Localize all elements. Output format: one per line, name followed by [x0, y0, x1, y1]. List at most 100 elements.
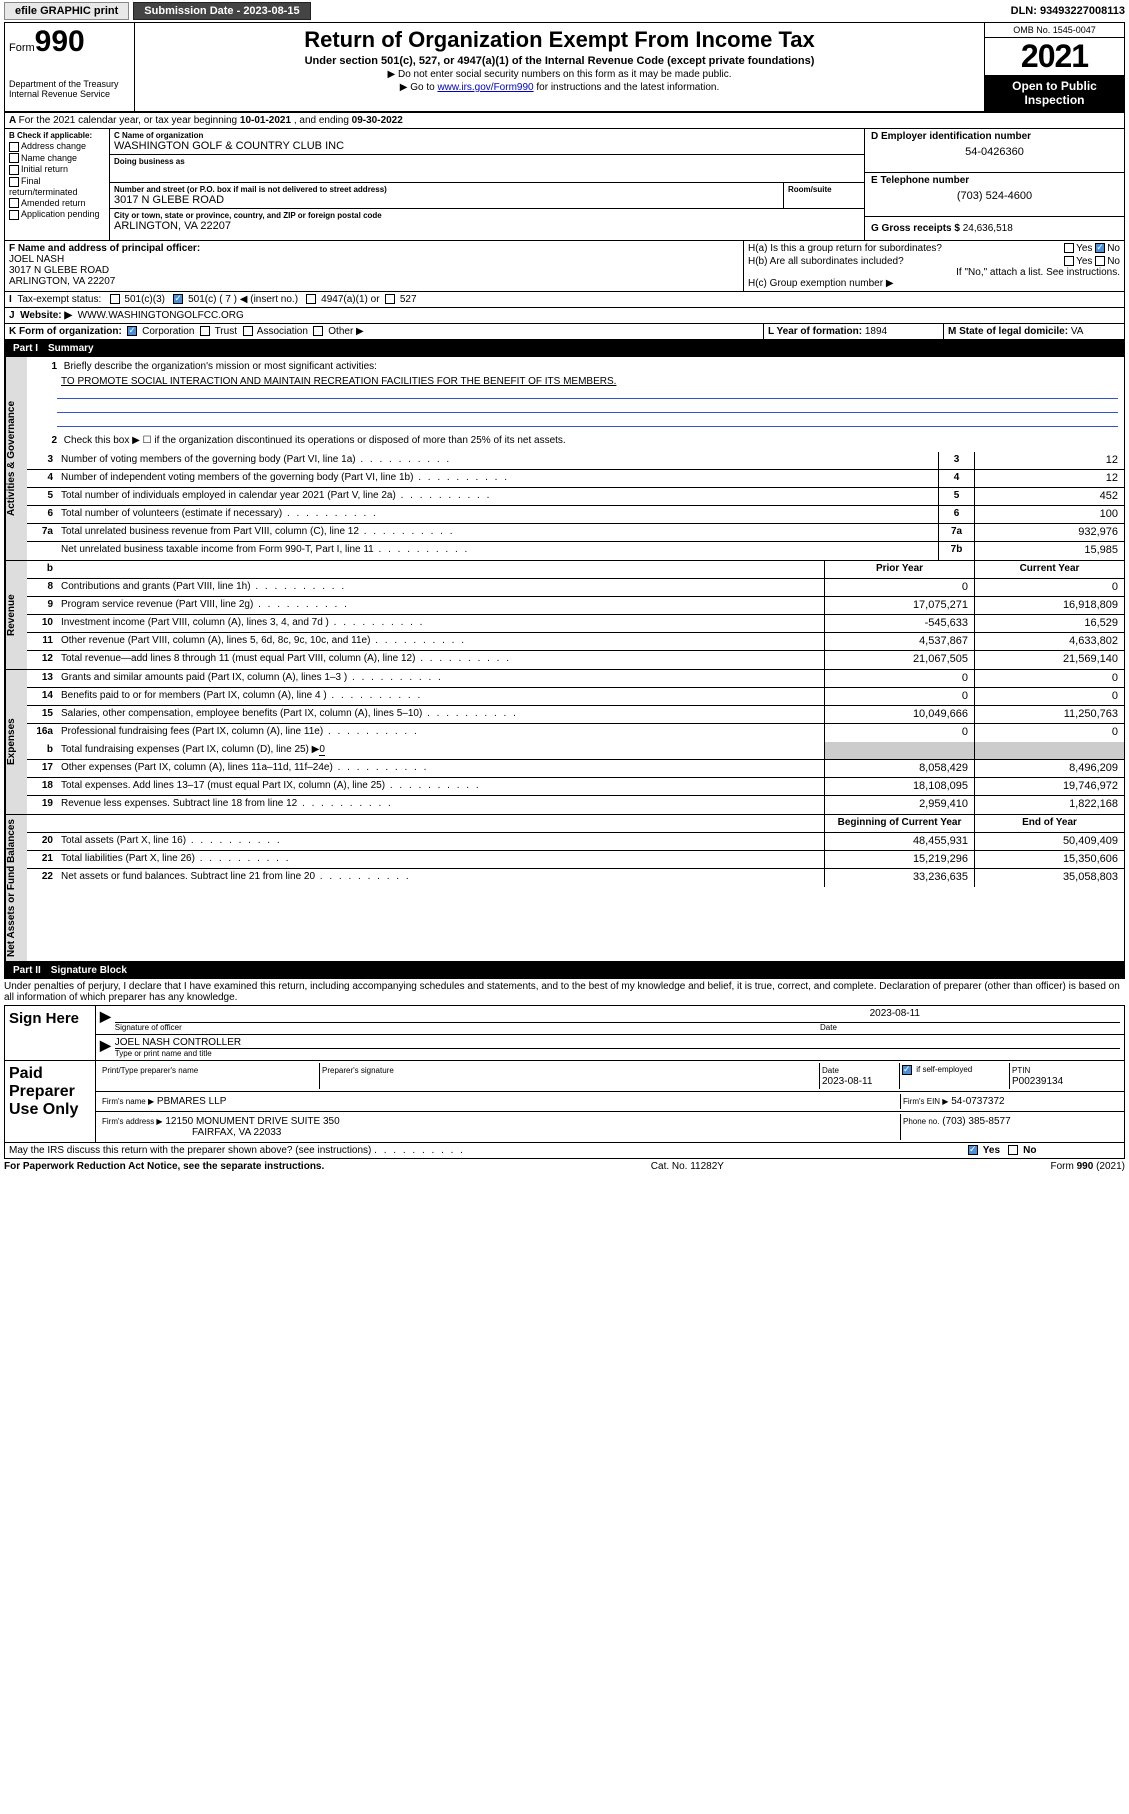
submission-date-button[interactable]: Submission Date - 2023-08-15 — [133, 2, 310, 20]
activities-governance-block: Activities & Governance 1 Briefly descri… — [4, 357, 1125, 561]
phone-value: (703) 524-4600 — [871, 190, 1118, 202]
form-number: Form990 — [9, 25, 130, 59]
omb-number: OMB No. 1545-0047 — [985, 23, 1124, 38]
begin-year-header: Beginning of Current Year — [824, 815, 974, 832]
mission-text: TO PROMOTE SOCIAL INTERACTION AND MAINTA… — [27, 376, 1124, 387]
hb-note: If "No," attach a list. See instructions… — [748, 267, 1120, 278]
vtab-revenue: Revenue — [5, 561, 27, 669]
dept-treasury: Department of the Treasury — [9, 79, 130, 89]
gov-line: 7aTotal unrelated business revenue from … — [27, 524, 1124, 542]
open-public-inspection: Open to PublicInspection — [985, 75, 1124, 111]
vtab-expenses: Expenses — [5, 670, 27, 814]
ptin-value: P00239134 — [1012, 1076, 1063, 1087]
cb-final-return[interactable]: Final return/terminated — [9, 176, 105, 197]
data-line: 12Total revenue—add lines 8 through 11 (… — [27, 651, 1124, 669]
street-address: 3017 N GLEBE ROAD — [114, 194, 779, 206]
section-bcdeg: B Check if applicable: Address change Na… — [4, 129, 1125, 241]
data-line: 22Net assets or fund balances. Subtract … — [27, 869, 1124, 887]
phone-label: E Telephone number — [871, 175, 1118, 186]
ha-no[interactable] — [1095, 243, 1105, 253]
vtab-governance: Activities & Governance — [5, 357, 27, 560]
sign-arrow-icon: ▶ — [100, 1008, 111, 1032]
ein-label: D Employer identification number — [871, 131, 1118, 142]
org-name: WASHINGTON GOLF & COUNTRY CLUB INC — [114, 140, 860, 152]
firm-phone: (703) 385-8577 — [942, 1116, 1010, 1127]
signer-name: JOEL NASH CONTROLLER — [115, 1037, 1120, 1048]
data-line: 18Total expenses. Add lines 13–17 (must … — [27, 778, 1124, 796]
ha-yes[interactable] — [1064, 243, 1074, 253]
cb-4947[interactable] — [306, 294, 316, 304]
current-year-header: Current Year — [974, 561, 1124, 578]
sig-officer-label: Signature of officer — [115, 1023, 820, 1032]
cb-association[interactable] — [243, 326, 253, 336]
line16b-py — [824, 742, 974, 759]
topbar: efile GRAPHIC print Submission Date - 20… — [0, 0, 1129, 22]
cb-other[interactable] — [313, 326, 323, 336]
cb-501c3[interactable] — [110, 294, 120, 304]
gov-line: 4Number of independent voting members of… — [27, 470, 1124, 488]
officer-addr2: ARLINGTON, VA 22207 — [9, 276, 739, 287]
data-line: 9Program service revenue (Part VIII, lin… — [27, 597, 1124, 615]
prep-self-employed[interactable]: if self-employed — [900, 1063, 1010, 1089]
firm-name: PBMARES LLP — [157, 1096, 226, 1107]
hc-label: H(c) Group exemption number ▶ — [748, 278, 1120, 289]
data-line: 13Grants and similar amounts paid (Part … — [27, 670, 1124, 688]
gov-line: 6Total number of volunteers (estimate if… — [27, 506, 1124, 524]
cb-amended-return[interactable]: Amended return — [9, 198, 105, 209]
data-line: 21Total liabilities (Part X, line 26)15,… — [27, 851, 1124, 869]
room-label: Room/suite — [788, 185, 860, 194]
data-line: 11Other revenue (Part VIII, column (A), … — [27, 633, 1124, 651]
cb-initial-return[interactable]: Initial return — [9, 164, 105, 175]
section-klm: K Form of organization: Corporation Trus… — [4, 324, 1125, 340]
cb-corporation[interactable] — [127, 326, 137, 336]
city-state-zip: ARLINGTON, VA 22207 — [114, 220, 860, 232]
data-line: 8Contributions and grants (Part VIII, li… — [27, 579, 1124, 597]
cb-application-pending[interactable]: Application pending — [9, 209, 105, 220]
data-line: 10Investment income (Part VIII, column (… — [27, 615, 1124, 633]
cat-number: Cat. No. 11282Y — [651, 1161, 724, 1172]
state-domicile: VA — [1071, 326, 1084, 337]
hb-yes[interactable] — [1064, 256, 1074, 266]
page-footer: For Paperwork Reduction Act Notice, see … — [4, 1161, 1125, 1172]
gross-receipts-value: 24,636,518 — [963, 223, 1013, 234]
website-value: WWW.WASHINGTONGOLFCC.ORG — [78, 310, 244, 321]
hb-no[interactable] — [1095, 256, 1105, 266]
dln-text: DLN: 93493227008113 — [1011, 5, 1125, 17]
sign-here-label: Sign Here — [5, 1006, 95, 1060]
efile-print-button[interactable]: efile GRAPHIC print — [4, 2, 129, 20]
name-arrow-icon: ▶ — [100, 1037, 111, 1058]
form-title: Return of Organization Exempt From Incom… — [141, 27, 978, 53]
cb-name-change[interactable]: Name change — [9, 153, 105, 164]
officer-addr1: 3017 N GLEBE ROAD — [9, 265, 739, 276]
cb-501c[interactable] — [173, 294, 183, 304]
city-label: City or town, state or province, country… — [114, 211, 860, 220]
section-i: I Tax-exempt status: 501(c)(3) 501(c) ( … — [4, 292, 1125, 308]
expenses-block: Expenses 13Grants and similar amounts pa… — [4, 670, 1125, 815]
form-subtitle: Under section 501(c), 527, or 4947(a)(1)… — [141, 55, 978, 67]
line2-text: Check this box ▶ ☐ if the organization d… — [64, 435, 566, 446]
discuss-no[interactable] — [1008, 1145, 1018, 1155]
discuss-yes[interactable] — [968, 1145, 978, 1155]
tax-year: 2021 — [985, 38, 1124, 75]
cb-527[interactable] — [385, 294, 395, 304]
vtab-net-assets: Net Assets or Fund Balances — [5, 815, 27, 961]
form-header: Form990 Department of the Treasury Inter… — [4, 22, 1125, 112]
year-formation: 1894 — [865, 326, 887, 337]
gov-line: 5Total number of individuals employed in… — [27, 488, 1124, 506]
cb-trust[interactable] — [200, 326, 210, 336]
data-line: 15Salaries, other compensation, employee… — [27, 706, 1124, 724]
irs-label: Internal Revenue Service — [9, 89, 130, 99]
mission-label: Briefly describe the organization's miss… — [64, 361, 377, 372]
officer-name: JOEL NASH — [9, 254, 739, 265]
section-fh: F Name and address of principal officer:… — [4, 241, 1125, 292]
gov-line: Net unrelated business taxable income fr… — [27, 542, 1124, 560]
irs-link[interactable]: www.irs.gov/Form990 — [437, 82, 533, 93]
addr-label: Number and street (or P.O. box if mail i… — [114, 185, 779, 194]
discuss-row: May the IRS discuss this return with the… — [4, 1143, 1125, 1159]
data-line: 17Other expenses (Part IX, column (A), l… — [27, 760, 1124, 778]
officer-label: F Name and address of principal officer: — [9, 243, 739, 254]
sec-b-label: B Check if applicable: — [9, 131, 105, 140]
cb-address-change[interactable]: Address change — [9, 141, 105, 152]
ssn-note: ▶ Do not enter social security numbers o… — [141, 69, 978, 80]
goto-note: ▶ Go to www.irs.gov/Form990 for instruct… — [141, 82, 978, 93]
